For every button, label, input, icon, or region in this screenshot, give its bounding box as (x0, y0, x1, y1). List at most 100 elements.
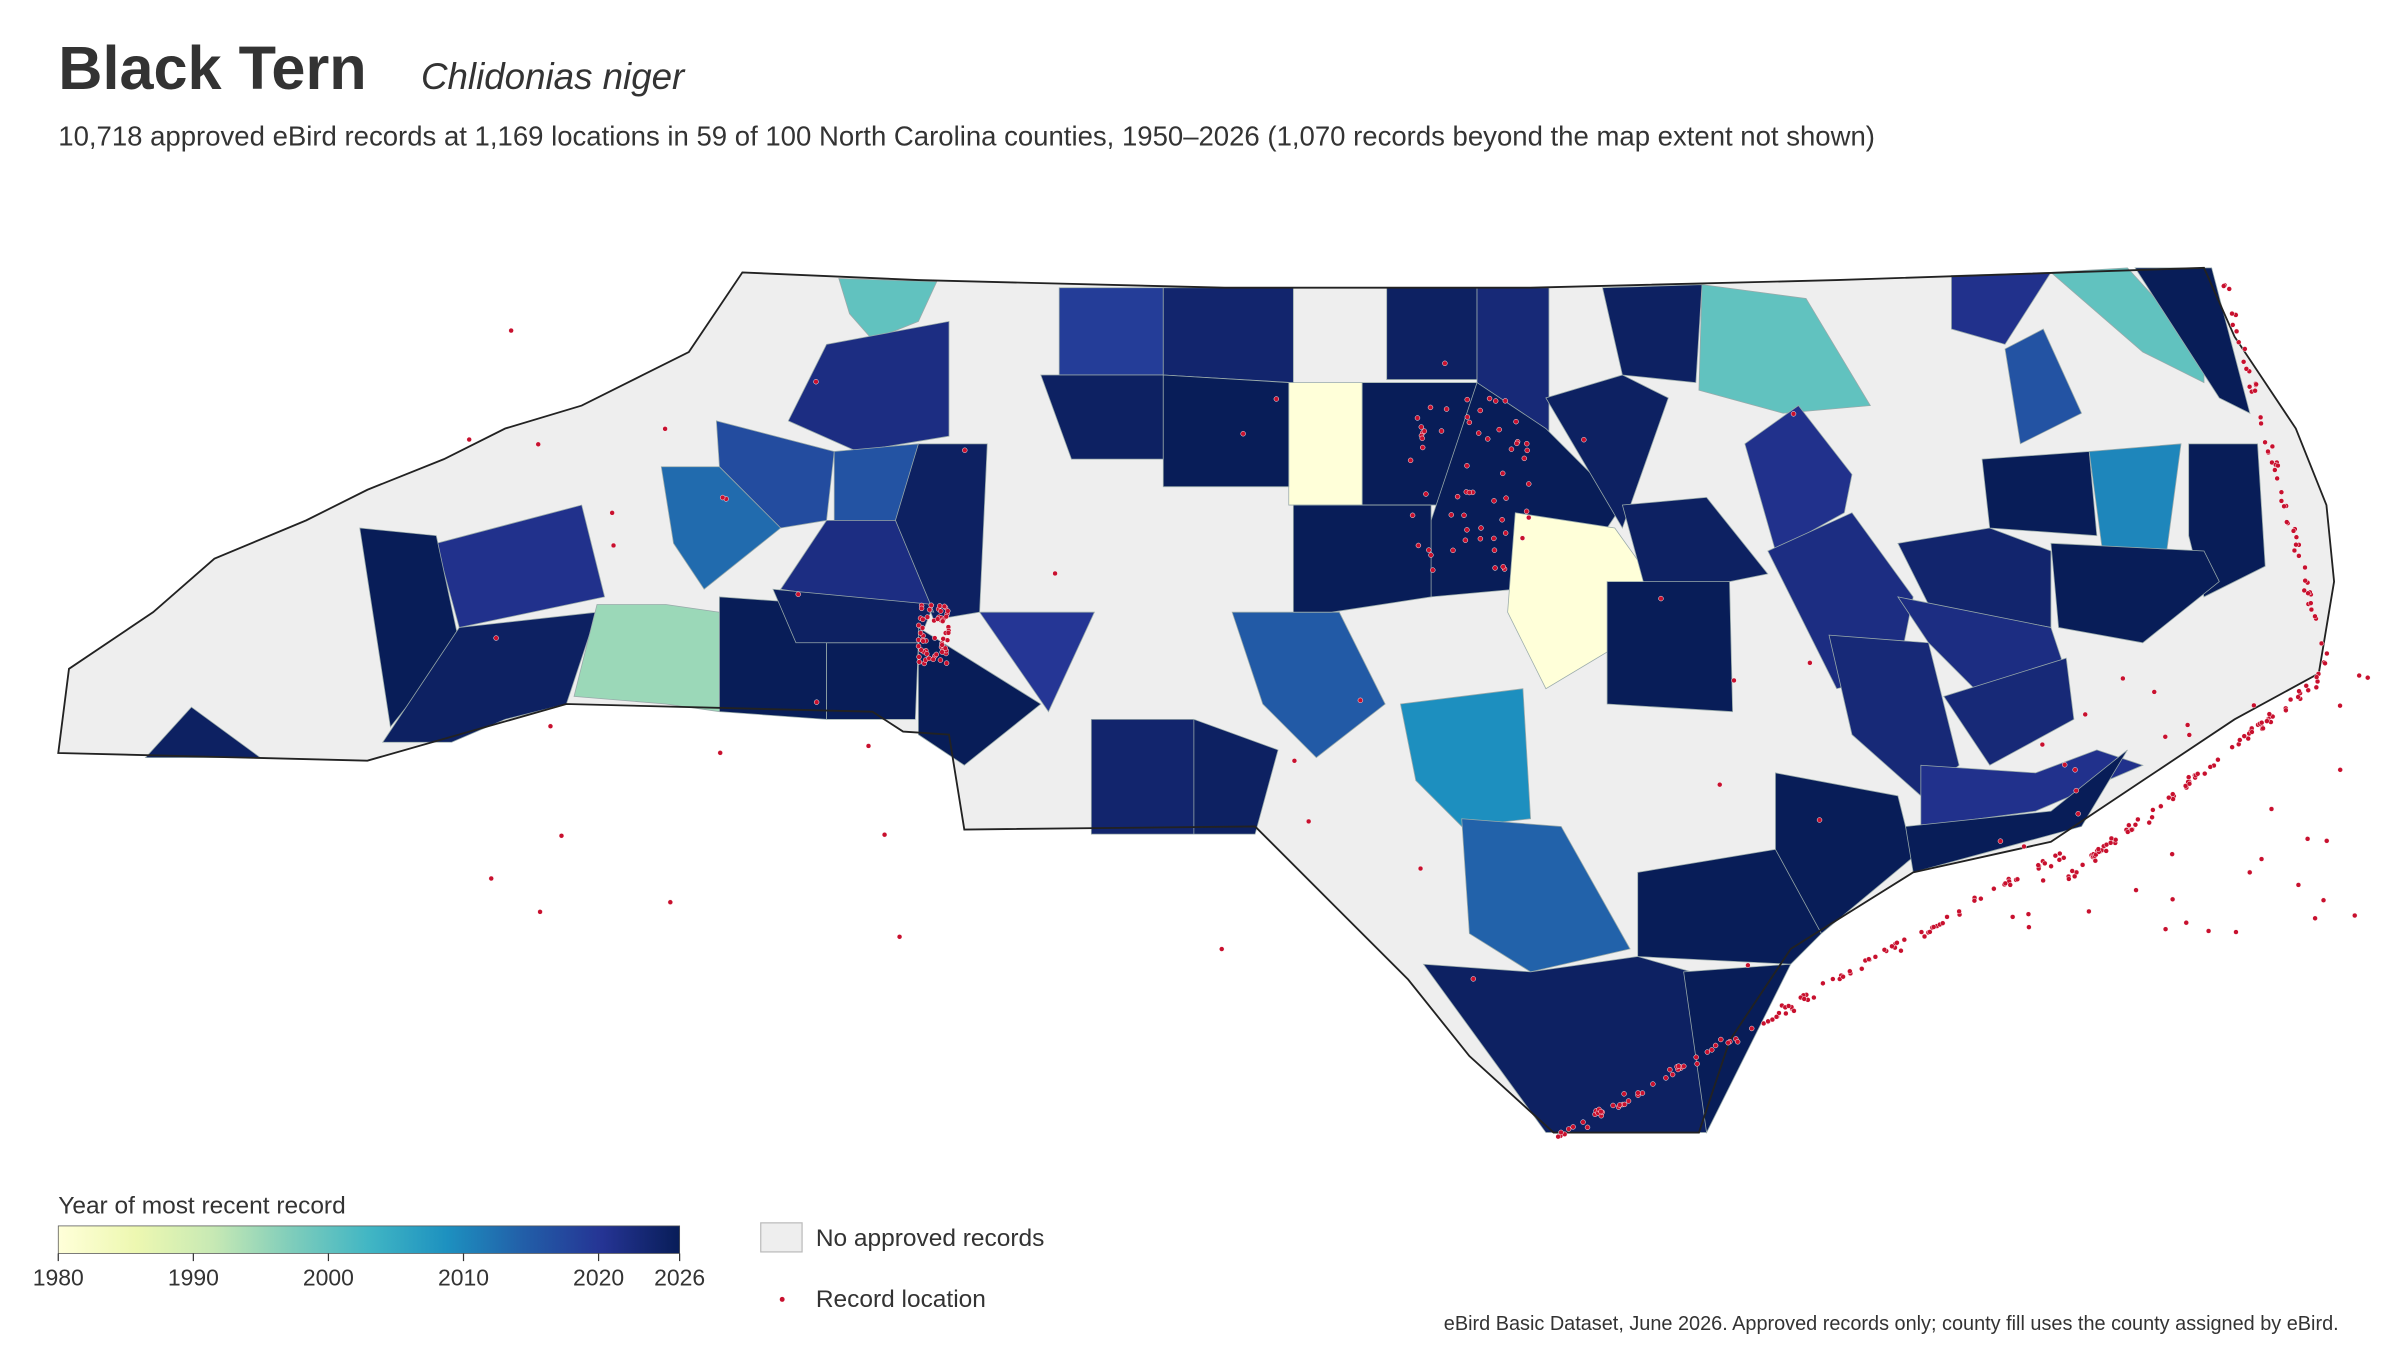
record-point (1443, 406, 1450, 412)
record-point (1493, 398, 1499, 404)
record-point (2066, 876, 2072, 882)
record-point (1448, 512, 1454, 518)
record-point (508, 327, 514, 334)
record-point (1785, 1003, 1792, 1009)
record-point (1581, 437, 1587, 443)
record-point (535, 441, 541, 447)
record-point (918, 647, 924, 653)
record-point (2195, 771, 2201, 777)
record-point (2073, 787, 2079, 794)
record-point (937, 657, 944, 663)
record-point (795, 591, 801, 597)
record-point (1464, 396, 1470, 403)
record-point (1570, 1124, 1576, 1130)
county (838, 278, 938, 341)
colorbar-tick-label: 1990 (168, 1265, 219, 1291)
record-point (1414, 415, 1421, 421)
record-point (1514, 440, 1520, 447)
county (573, 604, 720, 713)
record-point (1931, 924, 1937, 930)
record-point (2082, 711, 2088, 718)
record-point (1496, 426, 1502, 433)
county (787, 320, 950, 452)
state-outline (57, 266, 2336, 1134)
record-point (2247, 869, 2253, 876)
record-point (2103, 848, 2109, 854)
record-point (2205, 928, 2212, 934)
county (660, 466, 782, 590)
record-point (1898, 948, 1904, 954)
record-point (2320, 897, 2327, 903)
record-point (1693, 1054, 1699, 1060)
record-point (2014, 876, 2021, 882)
record-point (1801, 996, 1807, 1002)
record-point (945, 608, 951, 614)
record-point (1477, 536, 1484, 542)
record-point (1859, 966, 1865, 972)
record-point (2318, 640, 2325, 647)
record-point (1811, 994, 1817, 1001)
record-point (1426, 547, 1432, 553)
record-point (1807, 660, 1813, 666)
record-point (2079, 862, 2086, 868)
record-point (1052, 570, 1058, 577)
record-point (924, 614, 931, 620)
record-point (2025, 911, 2032, 917)
record-point (2243, 366, 2250, 372)
record-point (2281, 503, 2287, 509)
record-point (2135, 816, 2141, 823)
record-point (1658, 595, 1664, 602)
record-point (1486, 395, 1493, 402)
record-point (2021, 843, 2027, 850)
record-point (1734, 1039, 1741, 1045)
record-point (1430, 567, 1436, 573)
record-point (1635, 1090, 1641, 1096)
record-point (558, 833, 565, 839)
record-point (1477, 407, 1483, 414)
record-point (1889, 943, 1895, 949)
colorbar (57, 1225, 681, 1254)
record-point (1894, 940, 1900, 946)
colorbar-tick-label: 2000 (303, 1265, 354, 1291)
record-point (2293, 542, 2299, 548)
record-point (1621, 1091, 1627, 1097)
county (1545, 374, 1669, 529)
county (1292, 504, 1432, 613)
county (1162, 287, 1294, 384)
record-point (537, 909, 543, 915)
record-point (2313, 674, 2320, 680)
record-point (1419, 435, 1425, 442)
county (1981, 451, 2098, 537)
record-point (1476, 430, 1482, 436)
record-point (547, 723, 554, 729)
record-point (2226, 286, 2232, 292)
record-point (933, 651, 939, 658)
legend-record-location: Record location (816, 1286, 986, 1313)
record-point (2241, 733, 2247, 739)
legend-title: Year of most recent record (58, 1193, 345, 1220)
record-point (2312, 915, 2318, 921)
record-point (2249, 729, 2255, 735)
record-point (2169, 851, 2175, 857)
record-point (1526, 514, 1532, 521)
record-point (2257, 414, 2264, 421)
record-point (1625, 1098, 1632, 1104)
record-point (2062, 762, 2068, 768)
state-map (57, 266, 2371, 1140)
record-point (2275, 462, 2281, 469)
record-point (1773, 1014, 1780, 1020)
record-point (1978, 896, 1984, 902)
record-point (2284, 519, 2290, 525)
record-point (926, 607, 933, 613)
record-point (2295, 694, 2301, 700)
record-point (1872, 954, 1879, 960)
record-point (609, 510, 615, 516)
record-point (1466, 419, 1473, 426)
record-point (1616, 1102, 1623, 1108)
record-point (928, 602, 934, 608)
record-point (2120, 675, 2126, 682)
record-point (938, 608, 944, 614)
record-point (1415, 542, 1422, 549)
record-point (488, 875, 494, 882)
county (1606, 581, 1733, 713)
